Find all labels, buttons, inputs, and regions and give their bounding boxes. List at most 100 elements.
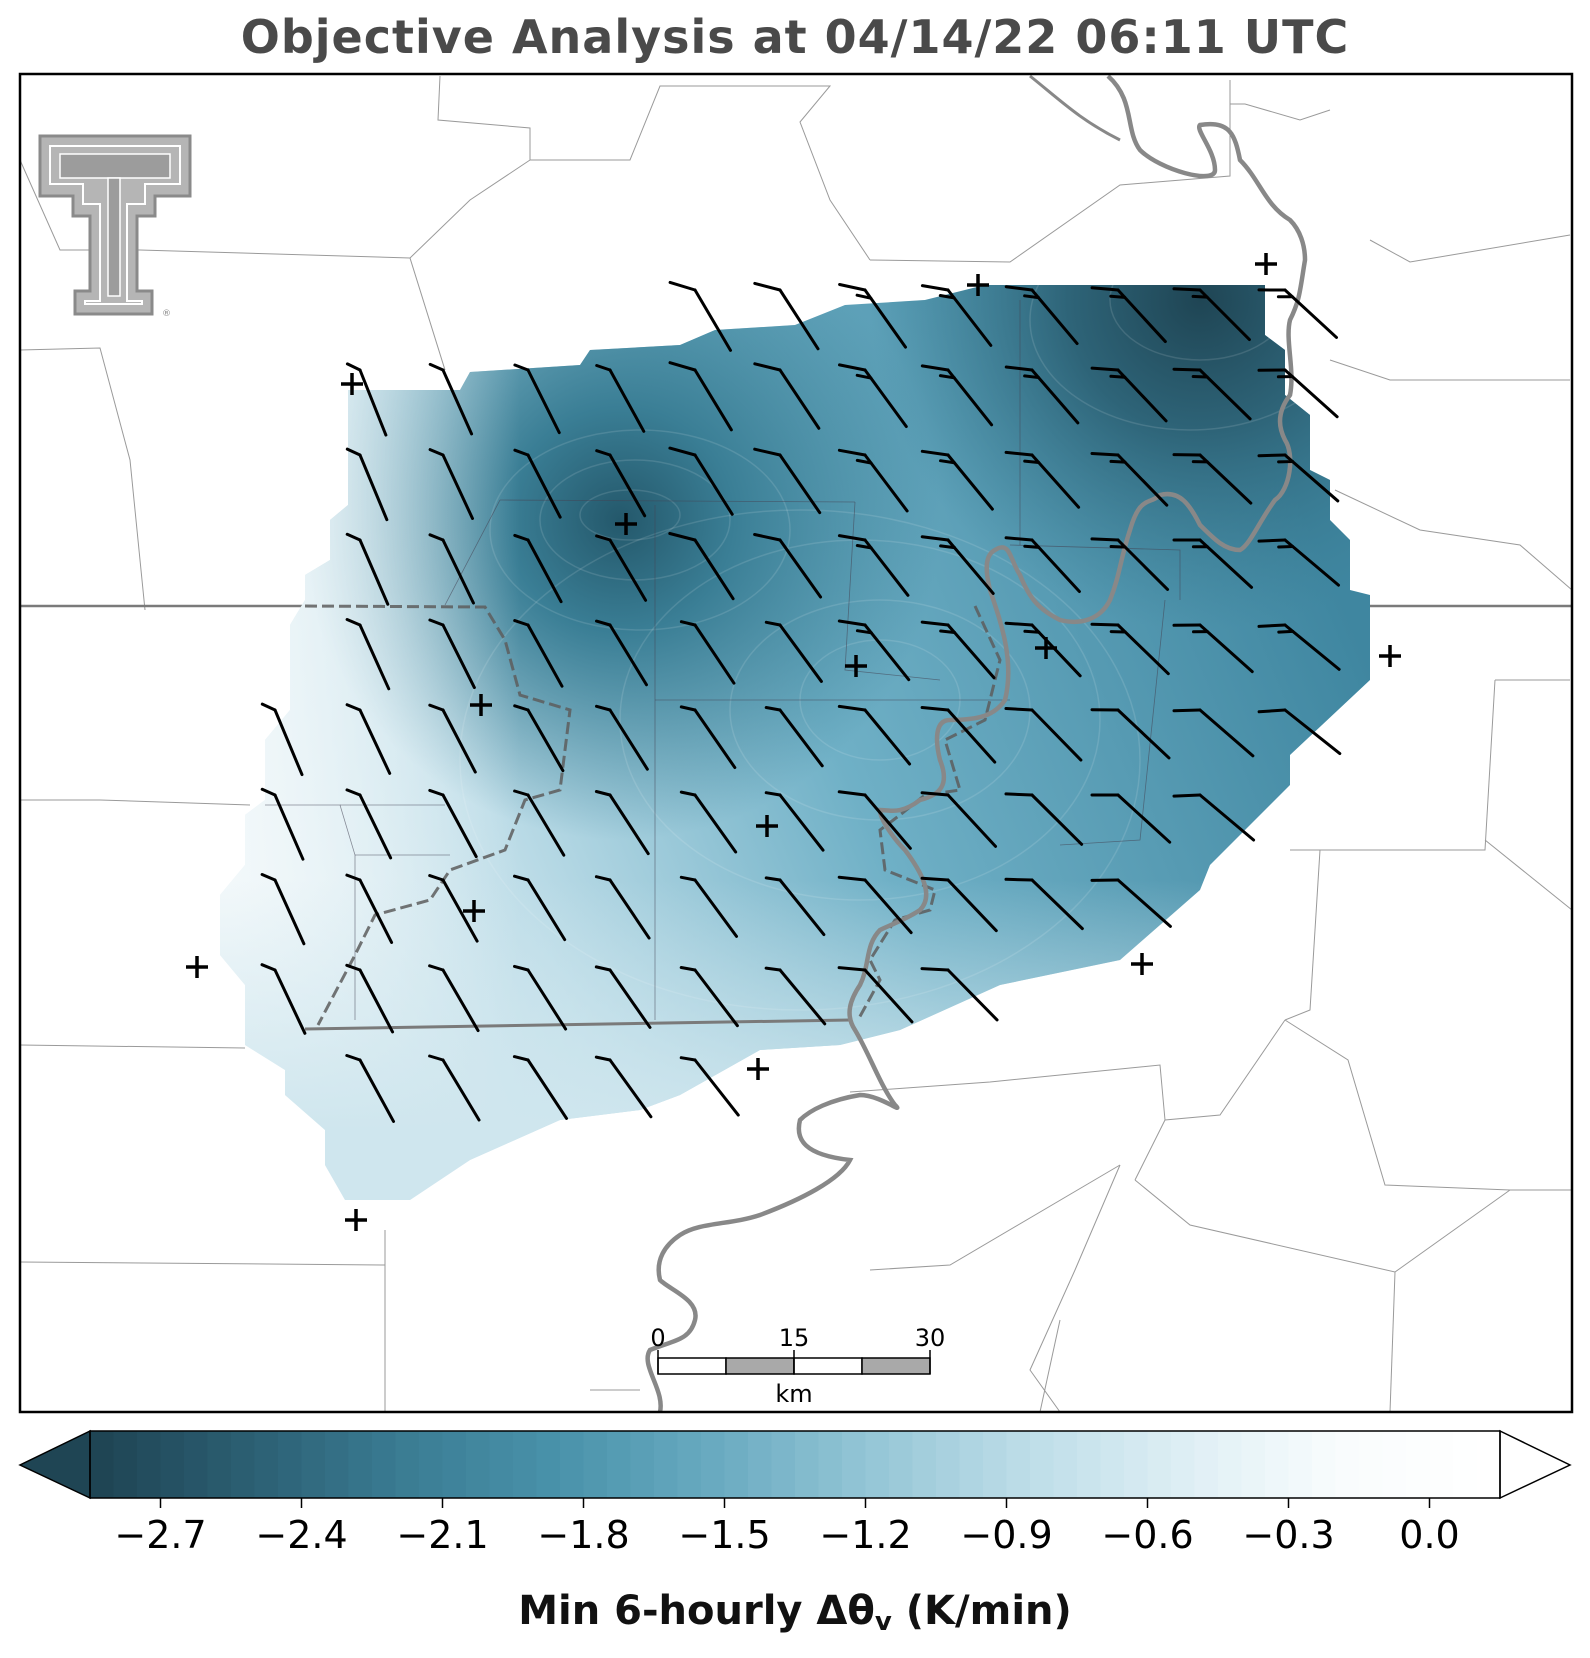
wind-barb xyxy=(428,362,474,436)
wind-barb xyxy=(1257,453,1340,503)
wind-barb xyxy=(345,873,394,944)
colorbar-cell xyxy=(677,1431,702,1498)
wind-barb xyxy=(428,703,477,774)
wind-barb xyxy=(1172,453,1253,505)
wind-barb xyxy=(1090,286,1167,344)
colorbar-cell xyxy=(1077,1431,1102,1498)
colorbar-extend-max xyxy=(1499,1429,1572,1500)
wind-barb xyxy=(260,702,304,777)
wind-barb xyxy=(753,362,821,430)
wind-barb xyxy=(260,963,307,1035)
county-boundaries xyxy=(19,75,1573,1413)
wind-barb xyxy=(345,703,392,775)
colorbar-cell xyxy=(325,1431,350,1498)
wind-barb xyxy=(345,618,391,691)
wind-barb xyxy=(345,963,395,1034)
colorbar-cell xyxy=(1476,1431,1501,1498)
colorbar-cell xyxy=(936,1431,961,1498)
colorbar-cell xyxy=(959,1431,984,1498)
wind-barb xyxy=(837,448,909,513)
wind-barb xyxy=(1090,793,1172,844)
colorbar-cell xyxy=(1288,1431,1313,1498)
svg-text:®: ® xyxy=(162,309,171,319)
wind-barb xyxy=(920,706,997,764)
wind-barb xyxy=(920,364,994,427)
colorbar-cell xyxy=(466,1431,491,1498)
wind-barb xyxy=(764,620,823,683)
colorbar-tick-label: 0.0 xyxy=(1399,1513,1459,1557)
river-branch xyxy=(1029,74,1121,142)
colorbar-cell xyxy=(231,1431,256,1498)
wind-barb xyxy=(837,534,910,597)
colorbar-cell xyxy=(560,1431,585,1498)
colorbar-tick-label: −1.8 xyxy=(537,1513,629,1557)
wind-barb xyxy=(1004,365,1080,425)
wind-barb xyxy=(260,787,305,861)
scale-label-0: 0 xyxy=(650,1324,665,1352)
colorbar-cell xyxy=(1100,1431,1125,1498)
colorbar: −2.7 −2.4 −2.1 −1.8 −1.5 −1.2 −0.9 −0.6 −0.3 0.0 xyxy=(18,1429,1572,1557)
wind-barb xyxy=(668,280,733,352)
station-marker xyxy=(615,513,637,535)
wind-barb xyxy=(920,876,998,933)
colorbar-cell xyxy=(348,1431,373,1498)
colorbar-cell xyxy=(912,1431,937,1498)
wind-barb xyxy=(513,964,568,1031)
colorbar-cell xyxy=(1194,1431,1219,1498)
wind-barb xyxy=(679,875,739,938)
colorbar-extend-min xyxy=(18,1429,91,1500)
wind-barb xyxy=(920,535,995,595)
station-marker xyxy=(747,1058,769,1080)
colorbar-tick-label: −1.5 xyxy=(678,1513,770,1557)
wind-barb xyxy=(595,364,646,433)
wind-barb xyxy=(1004,707,1083,762)
wind-barb xyxy=(594,875,651,940)
colorbar-cell xyxy=(254,1431,279,1498)
colorbar-cell xyxy=(372,1431,397,1498)
wind-barb xyxy=(837,790,912,850)
wind-barb xyxy=(753,533,823,599)
wind-barb xyxy=(513,448,562,519)
colorbar-cell xyxy=(607,1431,632,1498)
colorbar-cell xyxy=(90,1431,115,1498)
colorbar-cell xyxy=(137,1431,162,1498)
wind-barb xyxy=(668,361,733,432)
wind-barb xyxy=(920,967,999,1022)
colorbar-cell xyxy=(489,1431,514,1498)
wind-barb xyxy=(513,533,563,604)
wind-barb xyxy=(764,966,827,1026)
scale-unit: km xyxy=(775,1380,812,1408)
wind-barb xyxy=(1004,285,1079,346)
wind-barb xyxy=(595,704,649,771)
wind-barb xyxy=(753,447,822,515)
wind-barb xyxy=(1090,452,1169,507)
colorbar-tick-label: −2.7 xyxy=(114,1513,206,1557)
station-marker xyxy=(341,373,363,395)
colorbar-cell xyxy=(278,1431,303,1498)
wind-barb xyxy=(594,965,652,1029)
wind-barb xyxy=(837,966,914,1024)
station-marker xyxy=(967,274,989,296)
colorbar-cell xyxy=(1406,1431,1431,1498)
wind-barb xyxy=(428,788,478,859)
wind-barb xyxy=(753,281,820,351)
colorbar-cell xyxy=(1453,1431,1478,1498)
colorbar-cell xyxy=(1053,1431,1078,1498)
wind-barb xyxy=(679,966,739,1028)
wind-barb xyxy=(428,448,475,520)
wind-barb xyxy=(679,705,737,770)
colorbar-cell xyxy=(654,1431,679,1498)
colorbar-cell xyxy=(889,1431,914,1498)
wind-barb xyxy=(1257,368,1339,419)
colorbar-cell xyxy=(1312,1431,1337,1498)
wind-barb xyxy=(764,876,826,937)
wind-barb xyxy=(1090,708,1171,760)
colorbar-tick-label: −0.3 xyxy=(1242,1513,1334,1557)
wind-barb xyxy=(764,706,824,768)
wind-barb xyxy=(679,790,738,854)
colorbar-cell xyxy=(207,1431,232,1498)
wind-barbs xyxy=(260,280,1342,1123)
wind-barb xyxy=(920,449,994,511)
colorbar-cell xyxy=(419,1431,444,1498)
wind-barb xyxy=(428,874,479,943)
